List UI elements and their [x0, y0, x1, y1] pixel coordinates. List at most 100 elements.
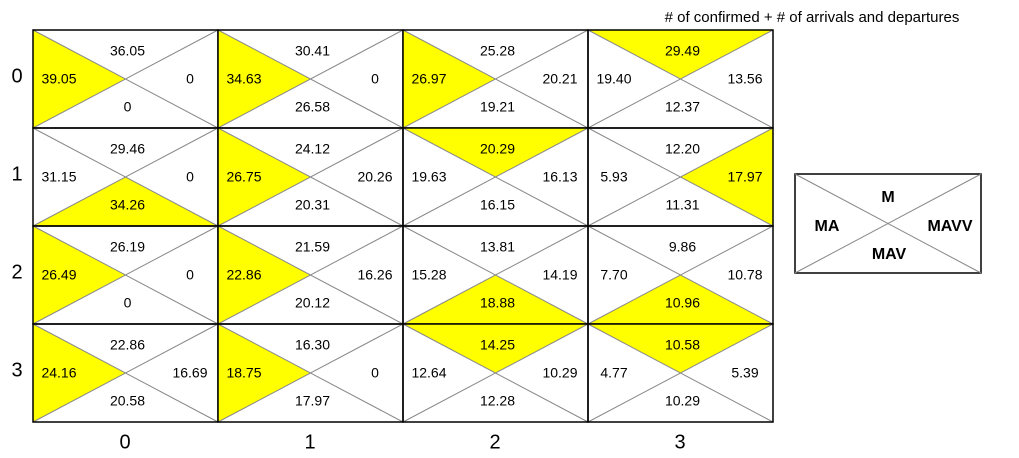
row-label: 1	[11, 163, 22, 185]
highlight-triangle	[403, 128, 588, 177]
cell-diagonal	[587, 127, 774, 227]
cell-value-top: 13.81	[480, 239, 515, 255]
highlight-triangle	[33, 177, 218, 226]
highlight-triangle	[218, 324, 311, 422]
cell-value-left: 22.86	[226, 267, 261, 283]
cell-diagonal	[217, 225, 404, 325]
highlight-triangle	[403, 30, 496, 128]
cell-value-top: 26.19	[110, 239, 145, 255]
highlight-triangle	[588, 30, 773, 79]
cell-value-right: 0	[186, 267, 194, 283]
cell-diagonal	[587, 29, 774, 129]
cell-diagonal	[587, 323, 774, 423]
cell-value-right: 14.19	[542, 267, 577, 283]
cell-value-left: 31.15	[41, 169, 76, 185]
cell-value-right: 0	[186, 169, 194, 185]
cell-value-right: 0	[186, 71, 194, 87]
cell-value-left: 26.97	[411, 71, 446, 87]
cell-value-top: 10.58	[665, 337, 700, 353]
cell-value-right: 0	[371, 365, 379, 381]
legend-box: M MA MAVV MAV	[794, 173, 982, 274]
cell-value-bottom: 20.58	[110, 393, 145, 409]
legend-top-label: M	[881, 189, 894, 206]
cell-value-bottom: 16.15	[480, 197, 515, 213]
cell-value-top: 21.59	[295, 239, 330, 255]
cell-diagonal	[587, 225, 774, 325]
cell-value-right: 10.78	[727, 267, 762, 283]
column-label: 2	[489, 431, 500, 453]
row-label: 2	[11, 261, 22, 283]
cell-value-right: 17.97	[727, 169, 762, 185]
cell-value-top: 29.46	[110, 141, 145, 157]
column-label: 0	[119, 431, 130, 453]
cell-diagonal	[217, 29, 404, 129]
legend-left-label: MA	[815, 218, 840, 235]
cell-value-left: 39.05	[41, 71, 76, 87]
diagram-title: # of confirmed + # of arrivals and depar…	[665, 9, 960, 26]
cell-value-top: 9.86	[669, 239, 696, 255]
cell-value-bottom: 12.28	[480, 393, 515, 409]
cell-value-left: 26.75	[226, 169, 261, 185]
cell-value-top: 22.86	[110, 337, 145, 353]
legend-frame	[794, 173, 982, 274]
cell-value-bottom: 10.29	[665, 393, 700, 409]
cell-value-left: 24.16	[41, 365, 76, 381]
cell-value-right: 20.21	[542, 71, 577, 87]
cell-value-bottom: 20.12	[295, 295, 330, 311]
cell-value-left: 19.40	[596, 71, 631, 87]
highlight-triangle	[218, 226, 311, 324]
cell-value-right: 13.56	[727, 71, 762, 87]
cell-value-top: 29.49	[665, 43, 700, 59]
cell-value-right: 16.26	[357, 267, 392, 283]
highlight-triangle	[33, 324, 126, 422]
highlight-triangle	[680, 128, 773, 226]
cell-value-right: 16.13	[542, 169, 577, 185]
column-label: 3	[674, 431, 685, 453]
cell-value-bottom: 0	[124, 99, 132, 115]
cell-value-right: 0	[371, 71, 379, 87]
cell-value-left: 19.63	[411, 169, 446, 185]
cell-value-left: 18.75	[226, 365, 261, 381]
cell-value-left: 5.93	[600, 169, 627, 185]
cell-value-top: 16.30	[295, 337, 330, 353]
highlight-triangle	[218, 128, 311, 226]
cell-value-bottom: 26.58	[295, 99, 330, 115]
cell-value-bottom: 10.96	[665, 295, 700, 311]
highlight-triangle	[33, 226, 126, 324]
cell-value-top: 12.20	[665, 141, 700, 157]
cell-diagonal	[402, 127, 589, 227]
cell-value-right: 10.29	[542, 365, 577, 381]
cell-value-top: 36.05	[110, 43, 145, 59]
cell-diagonal	[402, 225, 589, 325]
cell-value-bottom: 18.88	[480, 295, 515, 311]
cell-diagonal	[217, 323, 404, 423]
highlight-triangle	[33, 30, 126, 128]
highlight-triangle	[588, 275, 773, 324]
cell-diagonal	[32, 127, 219, 227]
cell-value-bottom: 0	[124, 295, 132, 311]
legend-bottom-label: MAV	[872, 246, 907, 263]
cell-value-right: 16.69	[172, 365, 207, 381]
column-label: 1	[304, 431, 315, 453]
cell-value-left: 15.28	[411, 267, 446, 283]
legend-diagonal	[794, 173, 982, 274]
cell-value-left: 26.49	[41, 267, 76, 283]
highlight-triangle	[218, 30, 311, 128]
cell-value-right: 20.26	[357, 169, 392, 185]
highlight-triangle	[403, 324, 588, 373]
highlight-triangle	[588, 324, 773, 373]
cell-diagonal	[32, 29, 219, 129]
cell-value-top: 24.12	[295, 141, 330, 157]
cell-value-top: 30.41	[295, 43, 330, 59]
grid-cell	[587, 323, 774, 423]
cell-value-bottom: 11.31	[666, 197, 700, 213]
cell-diagonal	[32, 323, 219, 423]
legend-right-label: MAVV	[927, 218, 972, 235]
row-label: 3	[11, 359, 22, 381]
cell-value-bottom: 19.21	[480, 99, 515, 115]
cell-value-right: 5.39	[731, 365, 758, 381]
cell-value-top: 14.25	[480, 337, 515, 353]
cell-value-bottom: 20.31	[295, 197, 330, 213]
cell-value-bottom: 17.97	[295, 393, 330, 409]
